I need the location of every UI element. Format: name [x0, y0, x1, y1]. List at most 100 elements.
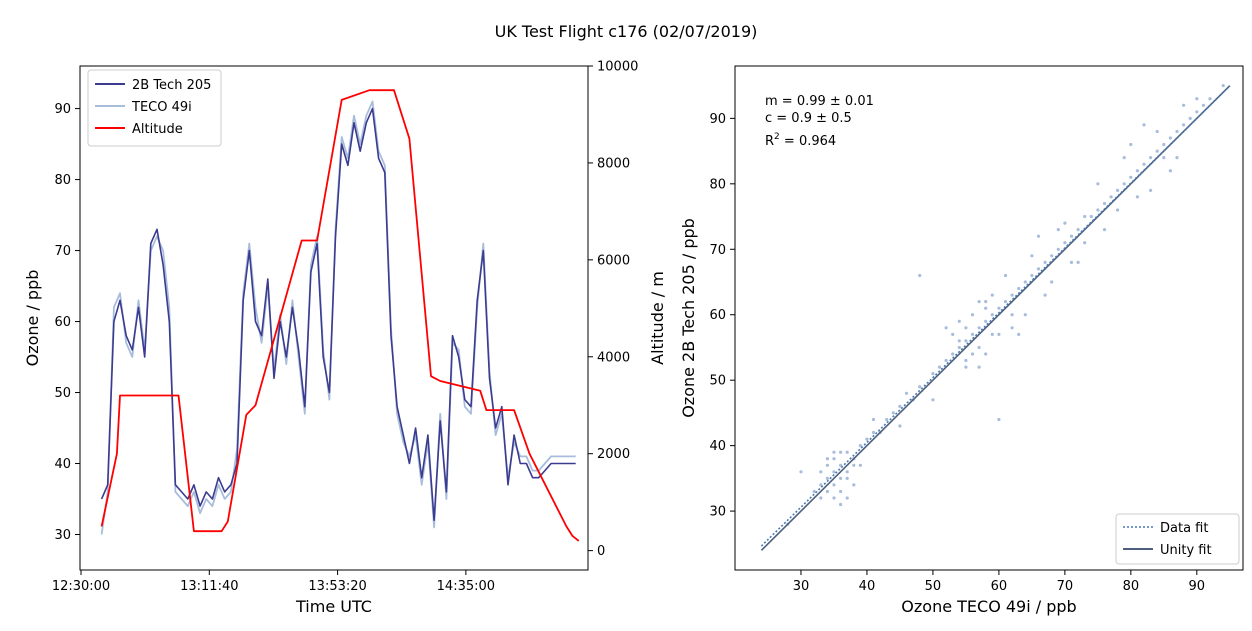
scatter-point — [977, 300, 981, 304]
scatter-point — [832, 470, 836, 474]
scatter-point — [1023, 313, 1027, 317]
scatter-point — [839, 489, 843, 494]
scatter-point — [944, 358, 948, 363]
right-y-tick-label: 6000 — [597, 253, 630, 268]
scatter-point — [1175, 129, 1179, 134]
scatter-point — [1023, 280, 1027, 284]
right-y-axis-label: Altitude / m — [648, 271, 667, 365]
scatter-point — [858, 444, 863, 448]
scatter-point — [970, 352, 975, 356]
scatter-point — [891, 411, 895, 415]
scatter-point — [990, 313, 994, 317]
scatter-point — [918, 273, 922, 278]
scatter-point — [931, 398, 935, 402]
right-x-tick-label: 80 — [1123, 579, 1140, 594]
scatter-point — [1010, 313, 1014, 317]
scatter-point — [839, 502, 843, 507]
scatter-point — [964, 358, 968, 363]
data-fit-line — [760, 85, 1231, 547]
left-x-tick-label: 13:53:20 — [308, 579, 366, 594]
scatter-point — [845, 470, 849, 474]
scatter-point — [977, 326, 981, 330]
scatter-point — [898, 404, 902, 408]
scatter-point — [1221, 84, 1225, 88]
annotation-r-squared: R2 = 0.964 — [765, 132, 836, 149]
scatter-point — [1003, 300, 1008, 304]
scatter-point — [1096, 208, 1100, 212]
left-y2-ticks: 0 2000 4000 6000 8000 10000 — [588, 60, 638, 559]
scatter-point — [1162, 156, 1166, 160]
scatter-point — [1175, 156, 1179, 160]
right-y-tick-label-scatter: 90 — [709, 112, 726, 127]
scatter-point — [839, 463, 843, 467]
scatter-point — [1030, 254, 1034, 258]
scatter-point — [871, 417, 876, 422]
series-line-teco-49i — [100, 100, 576, 535]
right-x-tick-label: 60 — [991, 579, 1008, 594]
scatter-point — [1135, 195, 1139, 199]
scatter-point — [977, 345, 981, 350]
scatter-point — [1063, 241, 1067, 245]
scatter-point — [1010, 326, 1014, 330]
left-series-group — [100, 89, 580, 542]
right-y-tick-label-scatter: 80 — [709, 177, 726, 192]
right-plot-frame — [734, 65, 1244, 571]
scatter-point — [1010, 293, 1014, 297]
scatter-point — [944, 326, 948, 330]
scatter-point — [845, 496, 849, 500]
right-x-ticks: 30 40 50 60 70 80 90 — [793, 570, 1205, 594]
scatter-point — [1030, 273, 1034, 278]
scatter-point — [1050, 254, 1054, 258]
scatter-point — [819, 470, 823, 474]
scatter-point — [852, 483, 856, 487]
scatter-point — [1129, 175, 1133, 179]
scatter-point — [1056, 228, 1060, 232]
scatter-point — [970, 313, 975, 317]
scatter-point — [990, 332, 994, 336]
series-line-2b-tech-205 — [100, 107, 576, 522]
scatter-point — [1056, 247, 1060, 251]
scatter-point — [1201, 103, 1205, 107]
scatter-point — [1036, 267, 1041, 271]
scatter-point — [1182, 103, 1186, 107]
scatter-point — [1050, 280, 1054, 284]
scatter-point — [1168, 136, 1172, 140]
scatter-point — [1109, 195, 1113, 199]
scatter-point — [845, 450, 849, 454]
scatter-point — [964, 326, 968, 330]
scatter-point — [1155, 149, 1159, 153]
scatter-point — [957, 345, 961, 350]
right-x-tick-label: 70 — [1057, 579, 1074, 594]
scatter-legend-box — [1115, 513, 1240, 565]
annotation-superscript: 2 — [774, 132, 780, 142]
scatter-point — [1003, 273, 1008, 278]
scatter-point — [964, 339, 968, 343]
scatter-point — [1043, 260, 1047, 264]
scatter-chart: 30 40 50 60 70 80 90 30 40 50 60 70 80 90 Ozone TECO… — [679, 65, 1244, 616]
scatter-point — [858, 463, 863, 467]
figure-title: UK Test Flight c176 (02/07/2019) — [495, 22, 758, 41]
scatter-point — [951, 332, 955, 336]
right-y-tick-label: 8000 — [597, 156, 630, 171]
scatter-point — [1168, 169, 1172, 173]
scatter-point — [1208, 97, 1212, 101]
scatter-point — [1102, 228, 1107, 232]
scatter-point — [1122, 156, 1126, 160]
scatter-points-group — [786, 84, 1225, 526]
scatter-point — [951, 352, 955, 356]
right-y-tick-label-scatter: 30 — [709, 505, 726, 520]
left-y-axis-label: Ozone / ppb — [23, 270, 42, 367]
scatter-point — [799, 470, 803, 474]
scatter-point — [1069, 260, 1074, 264]
left-y-tick-label: 80 — [54, 173, 71, 188]
right-x-tick-label: 90 — [1189, 579, 1206, 594]
scatter-point — [819, 483, 823, 487]
scatter-point — [984, 306, 988, 310]
scatter-point — [1195, 97, 1199, 101]
right-x-axis-label: Ozone TECO 49i / ppb — [901, 597, 1076, 616]
scatter-point — [825, 463, 830, 467]
unity-fit-line — [760, 85, 1231, 551]
scatter-point — [1083, 241, 1087, 245]
right-x-tick-label: 30 — [793, 579, 810, 594]
legend-label-data-fit: Data fit — [1160, 521, 1208, 536]
